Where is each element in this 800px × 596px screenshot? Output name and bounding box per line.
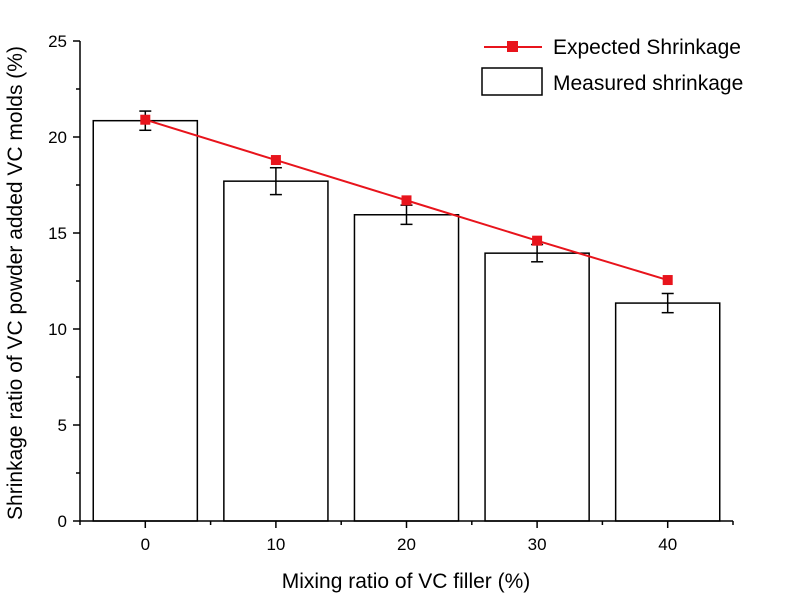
- x-tick-label-10: 10: [266, 535, 285, 554]
- bar-20: [353, 214, 460, 522]
- expected-point-20: [401, 195, 412, 206]
- expected-point-0: [140, 114, 151, 125]
- legend-bar-swatch: [481, 67, 543, 96]
- y-axis-title: Shrinkage ratio of VC powder added VC mo…: [4, 46, 27, 520]
- legend-label-measured: Measured shrinkage: [553, 72, 743, 95]
- bars-layer: [92, 119, 721, 522]
- bar-0: [92, 119, 199, 522]
- expected-point-10: [270, 155, 281, 166]
- bar-40: [614, 302, 721, 522]
- bar-10: [223, 180, 329, 522]
- legend: Expected Shrinkage Measured shrinkage: [481, 36, 743, 96]
- expected-point-40: [662, 275, 673, 286]
- expected-line-layer: [140, 114, 673, 286]
- legend-marker-swatch: [507, 41, 518, 52]
- x-axis-title: Mixing ratio of VC filler (%): [282, 570, 531, 593]
- legend-label-expected: Expected Shrinkage: [553, 36, 741, 59]
- y-tick-label-25: 25: [48, 32, 67, 51]
- x-tick-label-20: 20: [397, 535, 416, 554]
- y-tick-label-0: 0: [58, 512, 67, 531]
- expected-point-30: [532, 235, 543, 246]
- error-bar-40: [661, 292, 674, 314]
- error-bar-10: [269, 166, 282, 196]
- y-ticks: 0 5 10 15 20 25: [48, 32, 80, 531]
- x-ticks: 0 10 20 30 40: [79, 521, 734, 554]
- y-tick-label-15: 15: [48, 224, 67, 243]
- x-tick-label-40: 40: [658, 535, 677, 554]
- y-tick-label-5: 5: [58, 416, 67, 435]
- x-tick-label-30: 30: [528, 535, 547, 554]
- x-tick-label-0: 0: [141, 535, 150, 554]
- y-tick-label-20: 20: [48, 128, 67, 147]
- bar-30: [484, 252, 590, 522]
- y-tick-label-10: 10: [48, 320, 67, 339]
